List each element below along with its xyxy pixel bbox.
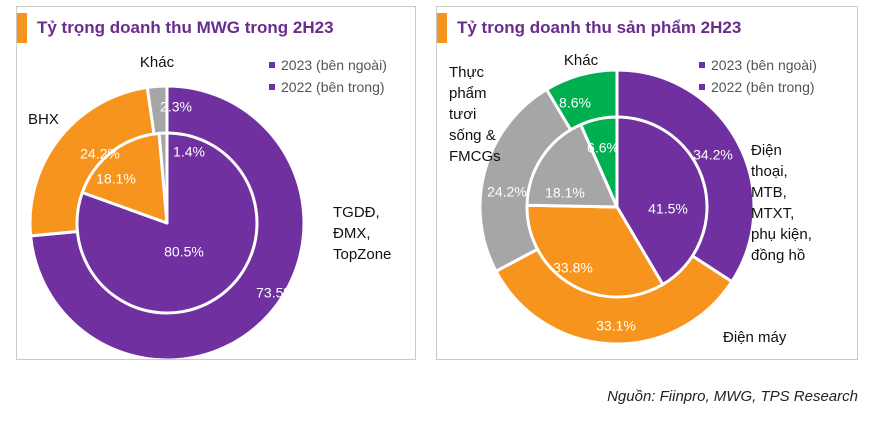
legend-label: 2023 (bên ngoài)	[711, 57, 817, 73]
inner-slice-2	[157, 131, 169, 225]
category-label-0: TGDĐ, ĐMX, TopZone	[333, 204, 391, 263]
chart-title-bar: Tỷ trọng doanh thu MWG trong 2H23	[17, 13, 334, 43]
chart-title: Tỷ trong doanh thu sản phẩm 2H23	[457, 18, 742, 37]
outer-value-label-2: 2.3%	[160, 99, 192, 115]
source-note: Nguồn: Fiinpro, MWG, TPS Research	[607, 388, 858, 405]
outer-value-label-1: 24.2%	[80, 146, 120, 162]
chart-legend: 2023 (bên ngoài) 2022 (bên trong)	[269, 57, 387, 95]
chart-panel-products: Tỷ trong doanh thu sản phẩm 2H23 34.2% 33…	[436, 6, 858, 360]
legend-marker	[699, 84, 705, 90]
inner-value-label-0: 41.5%	[648, 201, 688, 217]
legend-item-2022: 2022 (bên trong)	[699, 79, 817, 95]
inner-slice-3	[579, 115, 619, 209]
category-label-2: Khác	[140, 54, 175, 71]
inner-value-label-0: 80.5%	[164, 244, 204, 260]
chart-legend: 2023 (bên ngoài) 2022 (bên trong)	[699, 57, 817, 95]
legend-marker	[269, 84, 275, 90]
category-label-1: BHX	[28, 111, 59, 128]
outer-value-label-0: 73.5%	[256, 285, 296, 301]
inner-slice-1	[80, 131, 169, 225]
outer-value-label-2: 24.2%	[487, 184, 527, 200]
legend-label: 2022 (bên trong)	[711, 79, 815, 95]
legend-item-2022: 2022 (bên trong)	[269, 79, 387, 95]
inner-value-label-2: 18.1%	[545, 185, 585, 201]
inner-value-label-1: 33.8%	[553, 260, 593, 276]
outer-value-label-3: 8.6%	[559, 95, 591, 111]
donut-chart-products: 34.2% 33.1% 24.2% 8.6% 41.5% 33.8% 18.1% 6.6% Đi…	[449, 52, 812, 346]
outer-value-label-0: 34.2%	[693, 147, 733, 163]
inner-slice-2	[525, 123, 619, 209]
legend-label: 2022 (bên trong)	[281, 79, 385, 95]
inner-value-label-2: 1.4%	[173, 144, 205, 160]
legend-marker	[269, 62, 275, 68]
category-label-0: Điện thoại, MTB, MTXT, phụ kiện, đồng hồ	[751, 142, 812, 264]
chart-panel-mwg: Tỷ trọng doanh thu MWG trong 2H23 73.5% 2…	[16, 6, 416, 360]
inner-value-label-1: 18.1%	[96, 171, 136, 187]
legend-marker	[699, 62, 705, 68]
category-label-3: Khác	[564, 52, 599, 69]
inner-value-label-3: 6.6%	[587, 140, 619, 156]
donut-chart-mwg: 73.5% 24.2% 2.3% 80.5% 18.1% 1.4% TGDĐ, ĐMX, Top…	[28, 54, 391, 359]
chart-title: Tỷ trọng doanh thu MWG trong 2H23	[37, 18, 334, 37]
legend-label: 2023 (bên ngoài)	[281, 57, 387, 73]
legend-item-2023: 2023 (bên ngoài)	[699, 57, 817, 73]
outer-value-label-1: 33.1%	[596, 318, 636, 334]
title-accent-bar	[17, 13, 27, 43]
legend-item-2023: 2023 (bên ngoài)	[269, 57, 387, 73]
inner-slice-1	[525, 203, 665, 299]
category-label-2: Thực phẩm tươi sống & FMCGs	[449, 64, 501, 165]
chart-title-bar: Tỷ trong doanh thu sản phẩm 2H23	[437, 13, 741, 43]
title-accent-bar	[437, 13, 447, 43]
category-label-1: Điện máy	[723, 329, 787, 346]
